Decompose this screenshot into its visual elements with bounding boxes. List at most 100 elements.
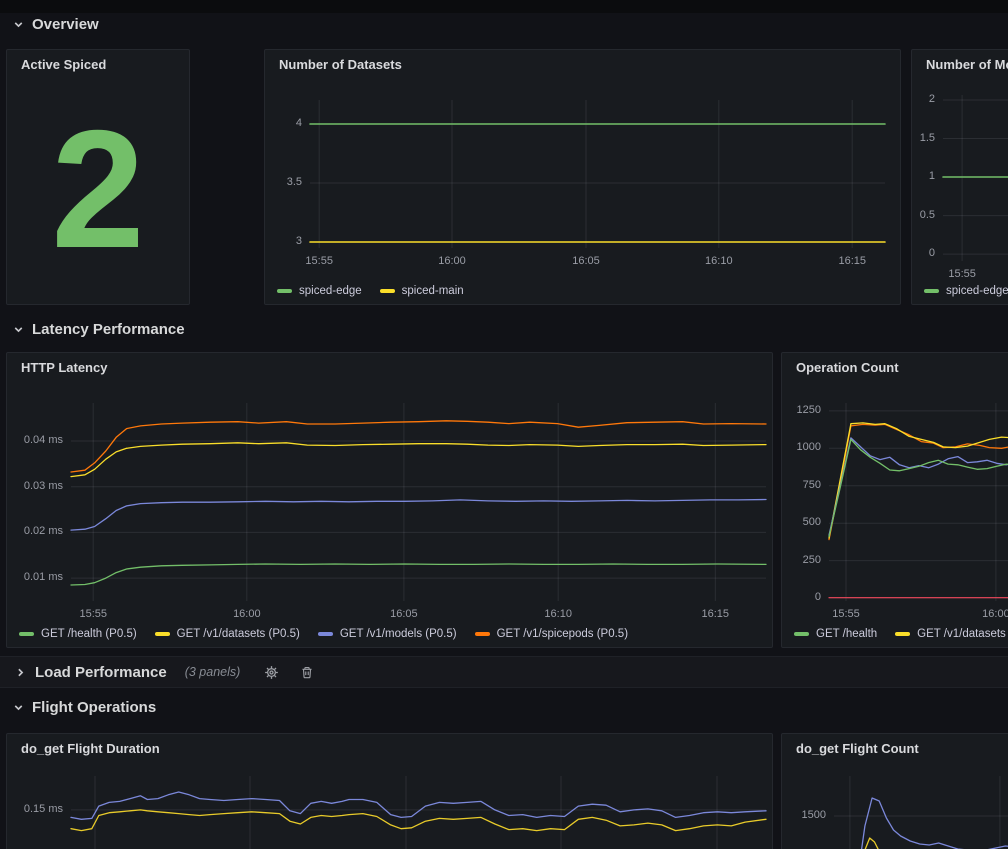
x-tick-label: 16:00 xyxy=(217,608,277,620)
legend-label: spiced-main xyxy=(402,285,464,297)
x-tick-label: 15:55 xyxy=(816,608,876,620)
legend-number-of-datasets: spiced-edge spiced-main xyxy=(277,285,901,297)
y-tick-label: 0.03 ms xyxy=(7,480,63,492)
section-header-flight-operations[interactable]: Flight Operations xyxy=(12,699,156,716)
panel-title-do-get-flight-count[interactable]: do_get Flight Count xyxy=(796,741,919,756)
trash-icon[interactable] xyxy=(296,661,318,683)
panel-number-of-datasets: Number of Datasets 4 3.5 3 15:55 16:00 16:05 1… xyxy=(264,49,901,305)
legend-label: spiced-edge xyxy=(946,285,1008,297)
legend-label: GET /health xyxy=(816,628,877,640)
legend-swatch xyxy=(794,632,809,636)
panel-title-number-of-models[interactable]: Number of Models xyxy=(926,57,1008,72)
panel-http-latency: HTTP Latency 0.04 ms 0.03 ms 0.02 ms 0.01 m… xyxy=(6,352,773,648)
panel-do-get-flight-duration: do_get Flight Duration 0.15 ms xyxy=(6,733,773,849)
panel-title-number-of-datasets[interactable]: Number of Datasets xyxy=(279,57,402,72)
legend-item[interactable]: spiced-edge xyxy=(924,285,1008,297)
y-tick-label: 0.04 ms xyxy=(7,434,63,446)
legend-item[interactable]: GET /v1/spicepods (P0.5) xyxy=(475,628,628,640)
chart-operation-count[interactable]: 1250 1000 750 500 250 0 15:55 16:00 xyxy=(782,353,1008,647)
panel-number-of-models: Number of Models 2 1.5 1 0.5 0 15:55 spiced-e… xyxy=(911,49,1008,305)
section-title-latency-performance: Latency Performance xyxy=(32,321,185,338)
legend-http-latency: GET /health (P0.5) GET /v1/datasets (P0.5… xyxy=(19,628,773,640)
x-tick-label: 16:05 xyxy=(374,608,434,620)
legend-label: spiced-edge xyxy=(299,285,362,297)
y-tick-label: 3 xyxy=(265,235,302,247)
legend-item[interactable]: GET /v1/datasets xyxy=(895,628,1006,640)
y-tick-label: 3.5 xyxy=(265,176,302,188)
y-tick-label: 750 xyxy=(782,479,821,491)
legend-swatch xyxy=(19,632,34,636)
legend-swatch xyxy=(155,632,170,636)
section-header-latency-performance[interactable]: Latency Performance xyxy=(12,321,185,338)
x-tick-label: 16:00 xyxy=(966,608,1008,620)
y-tick-label: 1 xyxy=(912,170,935,182)
legend-item[interactable]: spiced-edge xyxy=(277,285,362,297)
x-tick-label: 16:15 xyxy=(685,608,745,620)
chevron-down-icon xyxy=(12,323,25,336)
chart-http-latency[interactable]: 0.04 ms 0.03 ms 0.02 ms 0.01 ms 15:55 16:00 16… xyxy=(7,353,772,647)
y-tick-label: 1500 xyxy=(782,809,826,821)
y-tick-label: 0.02 ms xyxy=(7,525,63,537)
legend-swatch xyxy=(895,632,910,636)
legend-item[interactable]: spiced-main xyxy=(380,285,464,297)
chevron-right-icon xyxy=(14,666,27,679)
chart-number-of-datasets[interactable]: 4 3.5 3 15:55 16:00 16:05 16:10 16:15 xyxy=(265,50,900,304)
y-tick-label: 2 xyxy=(912,93,935,105)
legend-item[interactable]: GET /health xyxy=(794,628,877,640)
section-header-load-performance[interactable]: Load Performance (3 panels) xyxy=(0,656,1008,688)
x-tick-label: 16:00 xyxy=(422,255,482,267)
chevron-down-icon xyxy=(12,701,25,714)
y-tick-label: 0 xyxy=(782,591,821,603)
y-tick-label: 1.5 xyxy=(912,132,935,144)
x-tick-label: 15:55 xyxy=(289,255,349,267)
legend-item[interactable]: GET /v1/models (P0.5) xyxy=(318,628,457,640)
y-tick-label: 500 xyxy=(782,516,821,528)
legend-swatch xyxy=(380,289,395,293)
section-title-load-performance: Load Performance xyxy=(35,664,167,681)
panel-active-spiced: Active Spiced 2 xyxy=(6,49,190,305)
section-title-overview: Overview xyxy=(32,16,99,33)
y-tick-label: 0.5 xyxy=(912,209,935,221)
y-tick-label: 250 xyxy=(782,554,821,566)
legend-label: GET /v1/datasets (P0.5) xyxy=(177,628,300,640)
x-tick-label: 16:10 xyxy=(689,255,749,267)
legend-label: GET /health (P0.5) xyxy=(41,628,137,640)
x-tick-label: 16:05 xyxy=(556,255,616,267)
legend-swatch xyxy=(924,289,939,293)
x-tick-label: 15:55 xyxy=(63,608,123,620)
panel-operation-count: Operation Count 12501000750500250015:551… xyxy=(781,352,1008,648)
legend-number-of-models: spiced-edge xyxy=(924,285,1008,297)
legend-swatch xyxy=(318,632,333,636)
panel-title-http-latency[interactable]: HTTP Latency xyxy=(21,360,107,375)
y-tick-label: 0.01 ms xyxy=(7,571,63,583)
grafana-dashboard: Overview Active Spiced 2 Number of Datas… xyxy=(0,0,1008,849)
x-tick-label: 16:10 xyxy=(528,608,588,620)
x-tick-label: 15:55 xyxy=(932,268,992,280)
x-tick-label: 16:15 xyxy=(822,255,882,267)
y-tick-label: 1250 xyxy=(782,404,821,416)
y-tick-label: 0 xyxy=(912,247,935,259)
y-tick-label: 1000 xyxy=(782,441,821,453)
legend-operation-count: GET /health GET /v1/datasets xyxy=(794,628,1008,640)
panel-title-do-get-flight-duration[interactable]: do_get Flight Duration xyxy=(21,741,160,756)
panel-title-operation-count[interactable]: Operation Count xyxy=(796,360,899,375)
legend-item[interactable]: GET /v1/datasets (P0.5) xyxy=(155,628,300,640)
panel-title-active-spiced[interactable]: Active Spiced xyxy=(21,57,106,72)
top-bar xyxy=(0,0,1008,13)
section-title-flight-operations: Flight Operations xyxy=(32,699,156,716)
y-tick-label: 4 xyxy=(265,117,302,129)
gear-icon[interactable] xyxy=(260,661,282,683)
y-tick-label: 0.15 ms xyxy=(7,803,63,815)
section-header-overview[interactable]: Overview xyxy=(12,16,99,33)
legend-item[interactable]: GET /health (P0.5) xyxy=(19,628,137,640)
panel-do-get-flight-count: do_get Flight Count 1500 xyxy=(781,733,1008,849)
legend-label: GET /v1/models (P0.5) xyxy=(340,628,457,640)
chart-number-of-models[interactable]: 2 1.5 1 0.5 0 15:55 xyxy=(912,50,1008,304)
legend-label: GET /v1/spicepods (P0.5) xyxy=(497,628,628,640)
stat-value-active-spiced: 2 xyxy=(7,50,189,304)
legend-swatch xyxy=(475,632,490,636)
chevron-down-icon xyxy=(12,18,25,31)
legend-swatch xyxy=(277,289,292,293)
panels-count-label: (3 panels) xyxy=(185,665,241,679)
legend-label: GET /v1/datasets xyxy=(917,628,1006,640)
